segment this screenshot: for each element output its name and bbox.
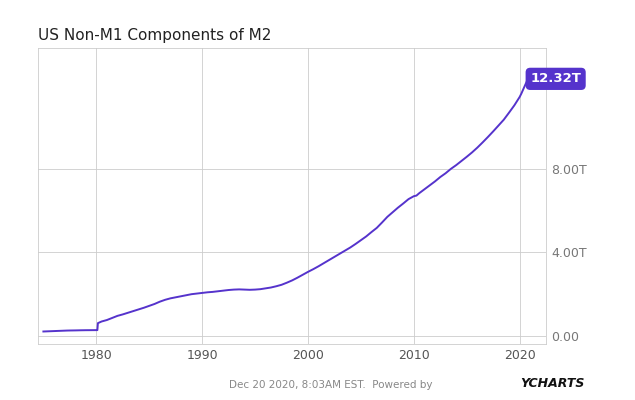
Text: US Non-M1 Components of M2: US Non-M1 Components of M2 — [38, 28, 272, 43]
Text: 12.32T: 12.32T — [530, 72, 581, 85]
Text: Dec 20 2020, 8:03AM EST.  Powered by: Dec 20 2020, 8:03AM EST. Powered by — [229, 380, 436, 390]
Text: YCHARTS: YCHARTS — [521, 377, 585, 390]
